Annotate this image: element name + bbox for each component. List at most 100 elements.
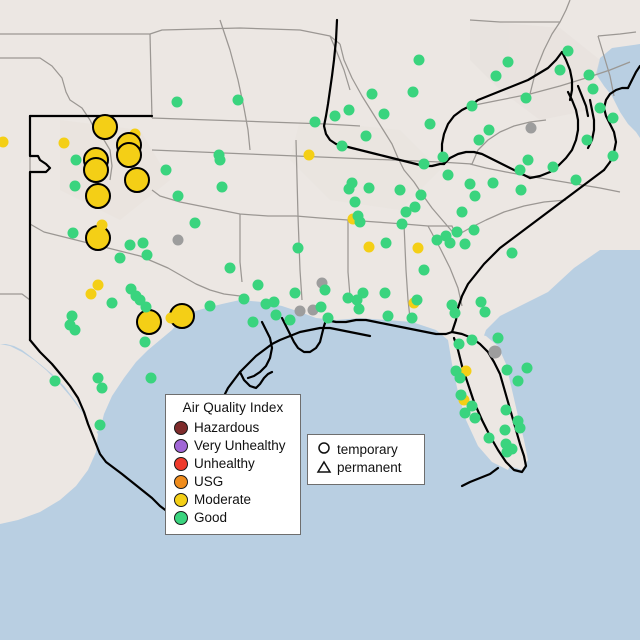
map-marker[interactable] [124, 167, 150, 193]
map-marker[interactable] [294, 305, 306, 317]
map-marker[interactable] [224, 262, 236, 274]
map-marker[interactable] [49, 375, 61, 387]
map-marker[interactable] [512, 415, 524, 427]
map-marker[interactable] [396, 218, 408, 230]
map-marker[interactable] [165, 312, 177, 324]
map-marker[interactable] [124, 239, 136, 251]
map-marker[interactable] [172, 234, 184, 246]
map-marker[interactable] [343, 104, 355, 116]
map-marker[interactable] [459, 407, 471, 419]
map-marker[interactable] [407, 86, 419, 98]
map-marker[interactable] [464, 178, 476, 190]
map-marker[interactable] [145, 372, 157, 384]
map-marker[interactable] [247, 316, 259, 328]
map-marker[interactable] [58, 137, 70, 149]
map-marker[interactable] [431, 234, 443, 246]
map-marker[interactable] [522, 154, 534, 166]
map-marker[interactable] [506, 247, 518, 259]
map-marker[interactable] [442, 169, 454, 181]
map-marker[interactable] [141, 249, 153, 261]
map-marker[interactable] [418, 264, 430, 276]
map-marker[interactable] [171, 96, 183, 108]
map-marker[interactable] [354, 216, 366, 228]
map-marker[interactable] [378, 108, 390, 120]
map-marker[interactable] [260, 298, 272, 310]
map-marker[interactable] [360, 130, 372, 142]
map-marker[interactable] [454, 372, 466, 384]
map-marker[interactable] [94, 419, 106, 431]
map-marker[interactable] [500, 438, 512, 450]
map-marker[interactable] [252, 279, 264, 291]
map-marker[interactable] [468, 224, 480, 236]
map-marker[interactable] [418, 158, 430, 170]
map-marker[interactable] [342, 292, 354, 304]
map-marker[interactable] [346, 177, 358, 189]
map-marker[interactable] [424, 118, 436, 130]
map-marker[interactable] [607, 150, 619, 162]
map-marker[interactable] [70, 154, 82, 166]
map-marker[interactable] [116, 142, 142, 168]
map-marker[interactable] [83, 157, 109, 183]
map-marker[interactable] [515, 184, 527, 196]
map-marker[interactable] [289, 287, 301, 299]
map-marker[interactable] [458, 394, 470, 406]
map-marker[interactable] [456, 206, 468, 218]
map-marker[interactable] [270, 309, 282, 321]
map-marker[interactable] [455, 389, 467, 401]
map-marker[interactable] [499, 424, 511, 436]
map-marker[interactable] [363, 182, 375, 194]
map-marker[interactable] [394, 184, 406, 196]
map-marker[interactable] [406, 312, 418, 324]
map-marker[interactable] [172, 190, 184, 202]
map-marker[interactable] [140, 301, 152, 313]
map-marker[interactable] [594, 102, 606, 114]
map-marker[interactable] [500, 404, 512, 416]
map-marker[interactable] [307, 304, 319, 316]
map-marker[interactable] [587, 83, 599, 95]
map-marker[interactable] [322, 312, 334, 324]
map-marker[interactable] [413, 54, 425, 66]
map-marker[interactable] [554, 64, 566, 76]
map-marker[interactable] [562, 45, 574, 57]
map-marker[interactable] [483, 432, 495, 444]
map-marker[interactable] [466, 400, 478, 412]
map-marker[interactable] [581, 134, 593, 146]
map-marker[interactable] [0, 136, 9, 148]
map-marker[interactable] [96, 219, 108, 231]
map-marker[interactable] [214, 154, 226, 166]
map-marker[interactable] [475, 296, 487, 308]
map-marker[interactable] [451, 226, 463, 238]
map-marker[interactable] [96, 382, 108, 394]
map-marker[interactable] [607, 112, 619, 124]
map-marker[interactable] [483, 124, 495, 136]
map-marker[interactable] [85, 183, 111, 209]
map-marker[interactable] [400, 206, 412, 218]
map-marker[interactable] [106, 297, 118, 309]
map-marker[interactable] [469, 412, 481, 424]
map-marker[interactable] [469, 190, 481, 202]
map-marker[interactable] [134, 294, 146, 306]
map-marker[interactable] [444, 237, 456, 249]
map-marker[interactable] [473, 134, 485, 146]
map-marker[interactable] [460, 365, 472, 377]
map-marker[interactable] [466, 334, 478, 346]
map-marker[interactable] [440, 230, 452, 242]
map-marker[interactable] [319, 284, 331, 296]
map-marker[interactable] [450, 365, 462, 377]
map-marker[interactable] [502, 56, 514, 68]
map-marker[interactable] [570, 174, 582, 186]
map-marker[interactable] [353, 303, 365, 315]
map-marker[interactable] [92, 114, 118, 140]
map-marker[interactable] [136, 309, 162, 335]
map-marker[interactable] [415, 189, 427, 201]
map-marker[interactable] [352, 210, 364, 222]
map-marker[interactable] [379, 287, 391, 299]
map-marker[interactable] [351, 294, 363, 306]
map-marker[interactable] [137, 237, 149, 249]
map-marker[interactable] [292, 242, 304, 254]
map-marker[interactable] [453, 338, 465, 350]
map-marker[interactable] [490, 70, 502, 82]
map-marker[interactable] [85, 288, 97, 300]
map-marker[interactable] [67, 227, 79, 239]
